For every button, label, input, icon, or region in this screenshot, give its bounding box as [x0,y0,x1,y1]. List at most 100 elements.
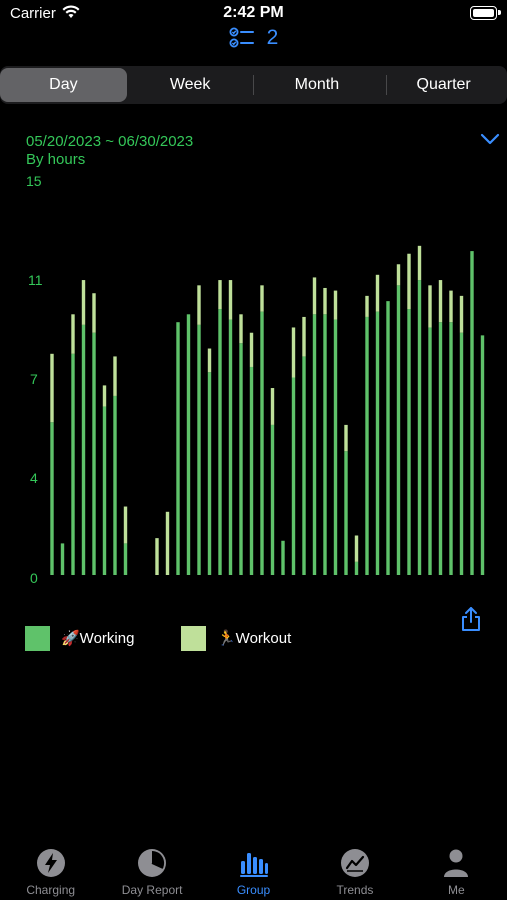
bar-workout [344,424,348,452]
bar-working [459,332,464,575]
legend-label-working: 🚀Working [61,630,135,647]
bar-workout [354,535,359,562]
bar-working [270,424,275,575]
bar-workout [249,332,254,367]
bar-working [50,422,54,575]
bar-working [92,332,96,575]
tab-bar: Charging Day Report Group Trends [0,838,507,900]
bar-working [407,309,411,575]
bar-working [281,540,285,575]
bar-workout [260,285,264,312]
y-tick-label: 7 [30,371,38,387]
bar-workout [71,314,75,354]
segment-divider [386,75,387,95]
wifi-icon [62,5,80,18]
legend-item-workout: 🏃‍Workout [181,625,292,651]
bar-workout [302,316,306,357]
tab-label: Charging [26,883,76,897]
bars-icon [239,853,268,877]
header-count-value: 2 [266,26,279,49]
legend-label-workout: 🏃‍Workout [217,630,292,647]
segment-quarter[interactable]: Quarter [416,76,471,93]
chart-date-range: 05/20/2023 ~ 06/30/2023 [26,133,194,150]
y-tick-label: 0 [30,570,38,586]
tab-charging[interactable]: Charging [0,838,101,900]
bar-workout [81,280,86,325]
bar-workout [438,280,443,323]
segment-day[interactable]: Day [0,68,127,102]
tab-trends[interactable]: Trends [304,838,405,900]
bar-workout [365,295,369,317]
chevron-down-icon[interactable] [480,132,500,146]
bar-working [113,395,117,575]
bar-workout [113,356,117,396]
bolt-icon [36,849,65,877]
bar-working [102,406,107,575]
tab-group[interactable]: Group [203,838,304,900]
tab-me[interactable]: Me [406,838,507,900]
bar-working [428,327,432,575]
bar-working [480,335,485,575]
bar-working [386,301,390,575]
segment-divider [253,75,254,95]
bar-working [260,311,264,575]
bar-working [354,561,359,575]
tab-label: Day Report [121,883,183,897]
bar-workout [239,314,243,344]
bar-workout [155,538,159,575]
bar-workout [218,280,222,310]
bar-working [186,314,191,575]
bar-workout [396,264,401,286]
bar-workout [102,385,107,407]
pie-icon [138,849,167,877]
bar-working [396,285,401,575]
bar-working [417,280,422,575]
bar-workout [333,290,338,320]
share-icon[interactable] [460,606,482,632]
bar-working [365,316,369,575]
bar-working [323,314,327,575]
period-segmented-control: Day Week Month Quarter [0,66,507,104]
header-count[interactable]: 2 [0,26,507,50]
bar-working [123,543,128,575]
segment-month[interactable]: Month [294,76,340,93]
bar-workout [417,245,422,281]
bar-working [312,314,317,575]
status-bar: Carrier 2:42 PM [0,0,507,28]
bar-working [176,322,180,575]
bar-workout [165,511,170,575]
tab-label: Group [236,883,271,897]
legend-swatch-working [25,625,50,651]
tab-label: Trends [336,883,374,897]
tab-day-report[interactable]: Day Report [101,838,202,900]
bar-workout [312,277,317,315]
bar-workout [291,327,296,378]
bar-workout [449,290,453,323]
segment-week[interactable]: Week [169,76,211,93]
bar-working [302,356,306,575]
bar-working [470,251,474,575]
bar-working [239,343,243,575]
bar-workout [323,287,327,315]
bar-working [291,377,296,575]
bar-working [71,353,75,575]
legend-swatch-workout [181,625,206,651]
bar-working [81,324,86,575]
tab-label: Me [447,883,465,897]
bar-workout [459,295,464,333]
bar-working [333,319,338,575]
bar-working [197,324,201,575]
bar-working [60,543,65,575]
legend-item-working: 🚀Working [25,625,135,651]
bar-working [228,319,233,575]
bar-workout [228,280,233,320]
bar-workout [375,274,380,312]
bar-working [249,366,254,575]
bar-workout [270,388,275,425]
bar-working [207,372,212,575]
bar-workout [92,293,96,333]
y-tick-label: 15 [26,173,42,189]
bar-workout [50,353,54,423]
status-time: 2:42 PM [223,4,284,21]
bar-working [449,322,453,575]
